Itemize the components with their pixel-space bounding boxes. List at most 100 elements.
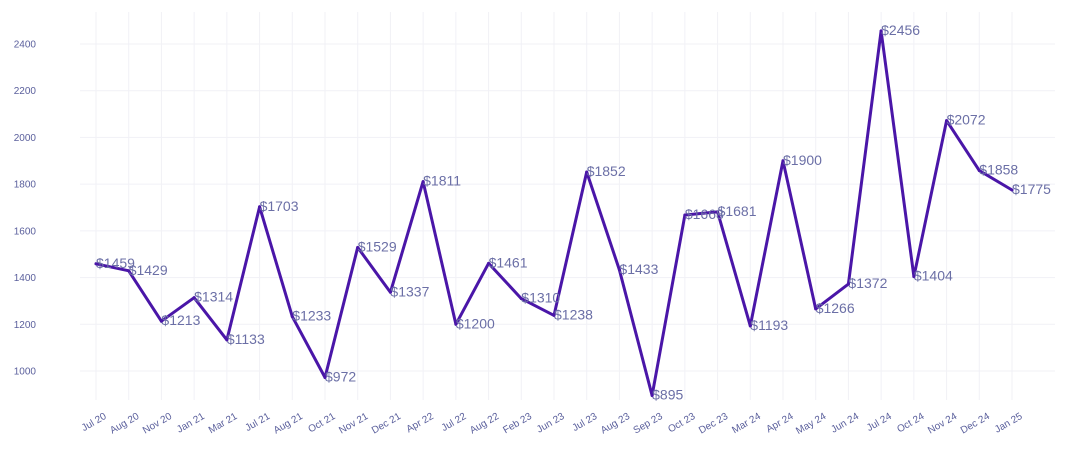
x-tick-label: Nov 21: [337, 411, 370, 437]
data-point: [879, 29, 883, 33]
x-tick-label: Oct 21: [306, 411, 337, 435]
data-label: $1852: [587, 163, 626, 179]
x-tick-label: Mar 21: [207, 411, 240, 436]
data-point: [846, 282, 850, 286]
data-point: [94, 262, 98, 266]
x-tick-label: Dec 21: [370, 411, 403, 437]
x-tick-label: Aug 21: [272, 411, 305, 437]
data-point: [421, 180, 425, 184]
data-point: [519, 297, 523, 301]
data-label: $1858: [979, 162, 1018, 178]
x-tick-label: Oct 24: [895, 411, 926, 435]
x-tick-label: Jul 23: [571, 411, 600, 434]
data-label: $2456: [881, 22, 920, 38]
data-label: $1775: [1012, 181, 1051, 197]
data-label: $1200: [456, 315, 495, 331]
x-tick-label: Aug 20: [108, 411, 141, 437]
data-label: $1404: [914, 268, 953, 284]
data-point: [159, 319, 163, 323]
y-axis: 1000 1200 1400 1600 1800 2000 2200 2400: [14, 40, 37, 378]
series-layer: [94, 29, 1014, 398]
data-point: [945, 119, 949, 123]
data-label: $1429: [129, 262, 168, 278]
x-tick-label: Nov 20: [141, 411, 174, 437]
x-tick-label: Apr 24: [764, 411, 795, 435]
y-tick-label: 2400: [14, 40, 37, 51]
y-tick-label: 1600: [14, 226, 37, 237]
data-label: $1337: [390, 283, 429, 299]
data-label-layer: $1459$1429 $1213 $1314 $1133 $1703 $1233 $972 $…: [96, 22, 1051, 403]
data-point: [258, 205, 262, 209]
data-point: [814, 307, 818, 311]
x-tick-label: Dec 23: [697, 411, 730, 437]
x-tick-label: Mar 24: [730, 411, 763, 436]
data-point: [552, 313, 556, 317]
data-label: $1193: [750, 317, 788, 333]
y-tick-label: 2000: [14, 133, 37, 144]
data-point: [1010, 188, 1014, 192]
x-axis: Jul 20 Aug 20 Nov 20 Jan 21 Mar 21 Jul 21 Aug …: [80, 411, 1025, 437]
data-label: $1703: [260, 198, 299, 214]
data-point: [192, 296, 196, 300]
x-tick-label: Jul 22: [440, 411, 469, 434]
data-label: $1310: [521, 290, 560, 306]
data-point: [716, 210, 720, 214]
data-label: $1233: [292, 308, 331, 324]
data-point: [127, 269, 131, 273]
x-tick-label: Jul 21: [243, 411, 272, 434]
data-label: $2072: [947, 112, 986, 128]
data-point: [225, 338, 229, 342]
data-point: [617, 268, 621, 272]
data-point: [912, 275, 916, 279]
x-tick-label: Aug 23: [599, 411, 632, 437]
data-label: $895: [652, 387, 683, 403]
data-point: [781, 159, 785, 163]
data-point: [454, 322, 458, 326]
x-tick-label: Jul 24: [865, 411, 894, 434]
data-point: [323, 376, 327, 380]
data-label: $1314: [194, 289, 233, 305]
data-point: [487, 261, 491, 265]
data-label: $1433: [619, 261, 658, 277]
x-tick-label: May 24: [794, 411, 828, 437]
x-tick-label: Jul 20: [80, 411, 109, 434]
data-point: [977, 169, 981, 173]
data-point: [290, 315, 294, 319]
data-label: $972: [325, 369, 356, 385]
x-tick-label: Apr 22: [405, 411, 436, 435]
data-label: $1238: [554, 306, 593, 322]
data-label: $1529: [358, 238, 397, 254]
x-tick-label: Jun 24: [829, 411, 861, 436]
x-tick-label: Feb 23: [501, 411, 534, 436]
data-point: [748, 324, 752, 328]
data-label: $1668: [685, 206, 724, 222]
data-label: $1266: [816, 300, 855, 316]
data-label: $1213: [161, 312, 200, 328]
y-tick-label: 1000: [14, 367, 37, 378]
x-tick-label: Jan 21: [175, 411, 207, 436]
data-point: [650, 394, 654, 398]
data-label: $1900: [783, 152, 822, 168]
x-tick-label: Aug 22: [468, 411, 501, 437]
data-label: $1372: [848, 275, 887, 291]
data-point: [683, 213, 687, 217]
data-point: [356, 245, 360, 249]
data-label: $1459: [96, 255, 135, 271]
data-label: $1133: [227, 331, 265, 347]
data-label: $1461: [489, 254, 528, 270]
y-tick-label: 2200: [14, 86, 37, 97]
y-tick-label: 1800: [14, 180, 37, 191]
data-label: $1811: [423, 173, 461, 189]
x-tick-label: Nov 24: [926, 411, 959, 437]
data-point: [388, 290, 392, 294]
x-tick-label: Dec 24: [959, 411, 992, 437]
y-tick-label: 1200: [14, 320, 37, 331]
x-tick-label: Jun 23: [535, 411, 567, 436]
data-point: [585, 170, 589, 174]
x-tick-label: Jan 25: [993, 411, 1025, 436]
y-tick-label: 1400: [14, 273, 37, 284]
x-tick-label: Oct 23: [666, 411, 697, 435]
x-tick-label: Sep 23: [632, 411, 665, 437]
data-label: $1681: [718, 203, 757, 219]
